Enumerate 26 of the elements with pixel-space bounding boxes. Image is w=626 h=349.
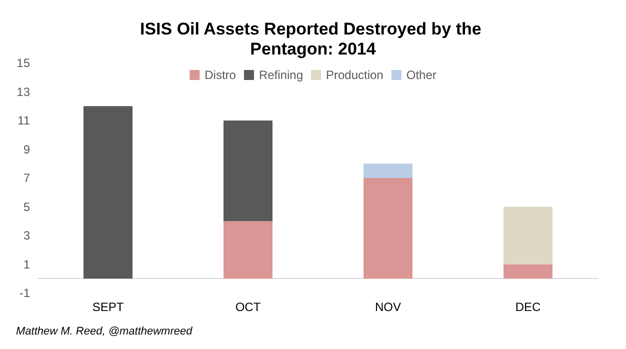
x-tick-label: DEC	[515, 300, 541, 314]
legend-label: Refining	[258, 68, 303, 82]
bar	[504, 206, 552, 264]
y-tick-label: 15	[16, 56, 30, 70]
y-tick-label: 7	[23, 171, 30, 185]
text: Matthew M. Reed, @matthewmreed	[16, 326, 194, 338]
bar	[364, 178, 412, 279]
legend-label: Production	[326, 68, 384, 82]
chart-title: ISIS Oil Assets Reported Destroyed by the Pentagon: 2014	[140, 20, 486, 58]
y-tick-label: 13	[16, 84, 30, 99]
y-tick-label: 11	[18, 114, 30, 128]
y-tick-label: 1	[23, 257, 30, 272]
y-tick-label: 3	[23, 228, 30, 242]
x-tick-label: OCT	[235, 300, 262, 314]
bar	[504, 264, 552, 279]
bar	[224, 120, 272, 222]
bar	[84, 106, 132, 279]
bar	[364, 164, 412, 178]
legend-label: Other	[406, 68, 436, 82]
x-tick-label: SEPT	[92, 300, 124, 314]
y-tick-label: -1	[19, 286, 30, 300]
y-tick-label: 9	[23, 142, 30, 156]
y-tick-label: 5	[23, 200, 30, 214]
legend-label: Distro	[204, 68, 236, 82]
x-tick-label: NOV	[374, 300, 402, 314]
bar	[224, 221, 272, 279]
